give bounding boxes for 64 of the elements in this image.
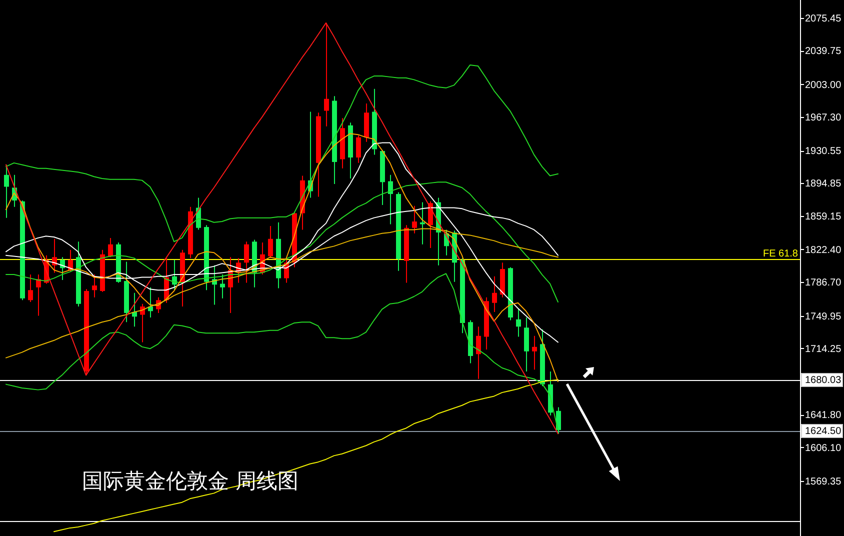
candlestick bbox=[92, 274, 97, 298]
y-tick-label: 1894.85 bbox=[805, 178, 842, 190]
candlestick bbox=[468, 320, 473, 364]
candlestick bbox=[356, 135, 361, 163]
candlestick bbox=[388, 174, 393, 224]
candlestick bbox=[492, 276, 497, 312]
ref-line-label: FE 61.8 bbox=[762, 248, 798, 260]
candlestick bbox=[412, 206, 417, 234]
candlestick bbox=[28, 274, 33, 302]
y-tick-label: 1569.35 bbox=[805, 476, 842, 488]
y-tick-label: 2003.00 bbox=[805, 80, 842, 91]
candlestick bbox=[108, 238, 113, 258]
candlestick bbox=[324, 22, 329, 126]
candlestick bbox=[268, 226, 273, 258]
line-series bbox=[6, 22, 558, 434]
candlestick bbox=[364, 103, 369, 142]
candlestick bbox=[396, 192, 401, 271]
line-series bbox=[6, 133, 558, 382]
candlestick bbox=[124, 262, 129, 322]
y-tick-label: 1749.95 bbox=[805, 311, 842, 322]
y-tick-label: 1606.10 bbox=[805, 442, 842, 454]
y-tick-label: 1859.15 bbox=[805, 211, 842, 222]
candlestick bbox=[540, 329, 545, 386]
candlestick bbox=[476, 326, 481, 379]
candlestick bbox=[348, 122, 353, 178]
line-series bbox=[6, 228, 558, 358]
candlestick bbox=[380, 150, 385, 206]
y-tick-label: 1624.50 bbox=[805, 426, 842, 438]
line-series bbox=[6, 273, 558, 431]
candlestick bbox=[76, 242, 81, 307]
candlestick bbox=[100, 250, 105, 292]
y-tick-label: 1822.40 bbox=[805, 244, 842, 256]
candlestick bbox=[420, 202, 425, 244]
line-series bbox=[6, 64, 558, 242]
line-series bbox=[6, 142, 558, 343]
candlestick bbox=[524, 318, 529, 372]
y-tick-label: 1680.03 bbox=[805, 375, 842, 386]
candlestick bbox=[140, 304, 145, 342]
candlestick bbox=[508, 267, 513, 320]
y-tick-label: 1786.70 bbox=[805, 278, 842, 289]
candlestick bbox=[516, 308, 521, 337]
candlestick bbox=[500, 262, 505, 298]
y-tick-label: 1714.25 bbox=[805, 344, 842, 355]
candlestick bbox=[332, 96, 337, 184]
line-series bbox=[54, 379, 558, 532]
candlestick bbox=[188, 206, 193, 258]
candlestick bbox=[244, 242, 249, 283]
candlestick bbox=[404, 225, 409, 283]
y-tick-label: 2039.75 bbox=[805, 46, 842, 58]
candlestick bbox=[36, 274, 41, 316]
y-tick-label: 1967.30 bbox=[805, 112, 842, 124]
candlestick bbox=[532, 336, 537, 370]
candlestick bbox=[84, 289, 89, 376]
candlestick bbox=[220, 274, 225, 298]
candlestick bbox=[340, 118, 345, 168]
y-tick-label: 1641.80 bbox=[805, 410, 842, 422]
line-series bbox=[6, 182, 558, 302]
y-tick-label: 2075.45 bbox=[805, 13, 842, 24]
candlestick bbox=[372, 88, 377, 155]
candlestick bbox=[4, 164, 9, 218]
candlestick bbox=[20, 200, 25, 300]
candlestick bbox=[556, 407, 561, 434]
y-tick-label: 1930.55 bbox=[805, 146, 842, 158]
candlestick bbox=[316, 112, 321, 197]
